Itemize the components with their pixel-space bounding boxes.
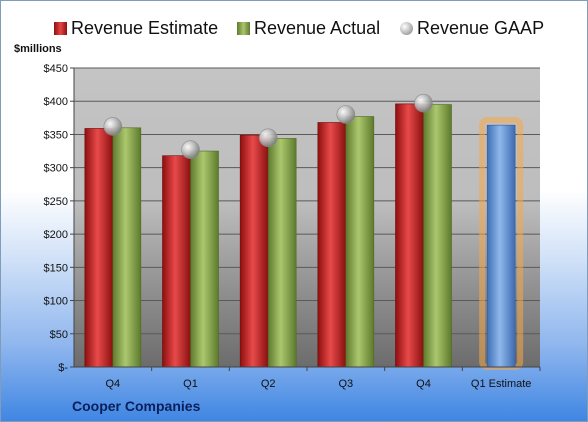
y-tick-label: $50	[50, 329, 68, 341]
legend-swatch-gaap	[400, 22, 413, 35]
y-tick-label: $450	[44, 63, 68, 75]
marker-revenue-gaap	[414, 93, 433, 113]
x-tick-label: Q4	[105, 378, 120, 390]
marker-revenue-gaap	[181, 140, 200, 160]
y-tick-label: $100	[44, 296, 68, 308]
y-axis-unit-label: $millions	[14, 43, 62, 55]
legend-label-gaap: Revenue GAAP	[417, 18, 545, 38]
bar-projection	[486, 124, 516, 368]
bar-revenue-actual	[423, 104, 452, 368]
legend-item-estimate: Revenue Estimate	[54, 14, 218, 42]
bar-revenue-estimate	[84, 128, 114, 368]
bars	[84, 93, 524, 370]
x-tick-label: Q1	[183, 378, 198, 390]
y-tick-label: $150	[44, 262, 68, 274]
bar-revenue-estimate	[395, 103, 424, 368]
plot-area	[74, 68, 540, 367]
bar-revenue-actual	[345, 116, 375, 368]
marker-revenue-gaap	[336, 105, 356, 124]
bar-revenue-estimate	[317, 122, 347, 368]
bar-revenue-actual	[190, 150, 219, 368]
legend: Revenue Estimate Revenue Actual Revenue …	[0, 14, 588, 42]
x-tick-label: Q3	[338, 378, 353, 390]
bar-revenue-actual	[267, 138, 297, 368]
x-tick-label: Q2	[261, 378, 276, 390]
legend-swatch-estimate	[54, 22, 67, 35]
y-axis-tick-labels: $- $50 $100 $150 $200 $250 $300 $350 $400 $450	[44, 63, 69, 374]
y-tick-label: $250	[44, 196, 68, 208]
bar-revenue-actual	[112, 127, 142, 368]
y-tick-label: $200	[44, 229, 68, 241]
y-tick-label: $-	[58, 362, 68, 374]
bar-revenue-estimate	[239, 134, 269, 368]
legend-label-actual: Revenue Actual	[254, 18, 381, 38]
x-tick-label: Q1 Estimate	[471, 378, 532, 390]
marker-revenue-gaap	[103, 117, 123, 136]
y-tick-label: $300	[44, 163, 68, 175]
legend-label-estimate: Revenue Estimate	[71, 18, 219, 38]
legend-swatch-actual	[237, 22, 250, 35]
x-tick-label: Q4	[416, 378, 431, 390]
y-tick-label: $350	[44, 129, 68, 141]
marker-revenue-gaap	[258, 128, 278, 148]
x-axis-tick-labels: Q4 Q1 Q2 Q3 Q4 Q1 Estimate	[74, 366, 541, 390]
legend-item-actual: Revenue Actual	[237, 14, 380, 42]
bar-revenue-estimate	[162, 155, 191, 368]
company-name: Cooper Companies	[72, 398, 201, 414]
y-tick-label: $400	[44, 96, 68, 108]
legend-item-gaap: Revenue GAAP	[400, 14, 544, 42]
